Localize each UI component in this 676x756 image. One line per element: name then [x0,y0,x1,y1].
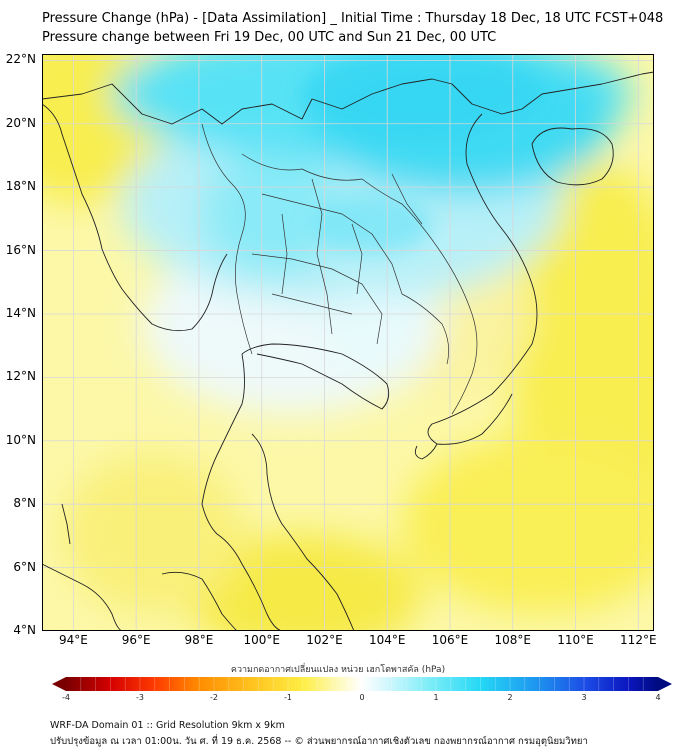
map-title-line2: Pressure change between Fri 19 Dec, 00 U… [42,30,497,45]
colorbar [52,677,672,691]
colorbar-title: ความกดอากาศเปลี่ยนแปลง หน่วย เฮกโตพาสคัล… [230,665,446,675]
lat-tick-label: 4°N [13,623,36,637]
map-frame [42,54,654,631]
colorbar-tick-label: -3 [136,693,144,702]
lat-tick-label: 16°N [5,242,36,257]
colorbar-high-extend [658,677,672,691]
footer-domain-info: WRF-DA Domain 01 :: Grid Resolution 9km … [50,720,285,731]
colorbar-tick-label: -1 [284,693,292,702]
lat-tick-label: 8°N [13,496,36,511]
lat-tick-label: 18°N [5,179,36,194]
lon-tick-label: 104°E [368,633,406,647]
footer-credit: ปรับปรุงข้อมูล ณ เวลา 01:00น. วัน ศ. ที่… [50,736,588,747]
lon-tick-label: 106°E [431,633,469,647]
lat-tick-label: 20°N [5,115,36,130]
lon-tick-label: 102°E [306,633,343,647]
colorbar-tick-label: 4 [655,693,661,702]
map-title-line1: Pressure Change (hPa) - [Data Assimilati… [42,11,664,26]
admin-boundaries [201,123,478,415]
coastlines [42,71,654,631]
colorbar-tick-label: -4 [62,693,70,702]
graticule [42,54,654,631]
lon-tick-label: 108°E [494,633,532,647]
lon-tick-label: 112°E [620,633,657,647]
lat-tick-label: 6°N [13,559,36,574]
colorbar-tick-label: -2 [210,693,218,702]
lon-tick-label: 96°E [121,633,151,647]
lat-tick-label: 10°N [5,432,36,447]
lat-tick-label: 14°N [5,305,36,320]
colorbar-tick-label: 3 [581,693,587,702]
colorbar-tick-label: 2 [507,693,513,702]
lat-tick-label: 12°N [5,369,36,384]
lon-tick-label: 98°E [184,633,214,647]
lat-tick-label: 22°N [5,52,36,67]
colorbar-gradient [66,677,658,691]
colorbar-tick-label: 0 [359,693,365,702]
lon-tick-label: 100°E [243,633,280,647]
colorbar-low-extend [52,677,66,691]
lon-tick-label: 94°E [58,633,88,647]
colorbar-tick-label: 1 [433,693,439,702]
lon-tick-label: 110°E [557,633,594,647]
pressure-change-map [42,54,654,631]
map-panel [42,54,654,631]
